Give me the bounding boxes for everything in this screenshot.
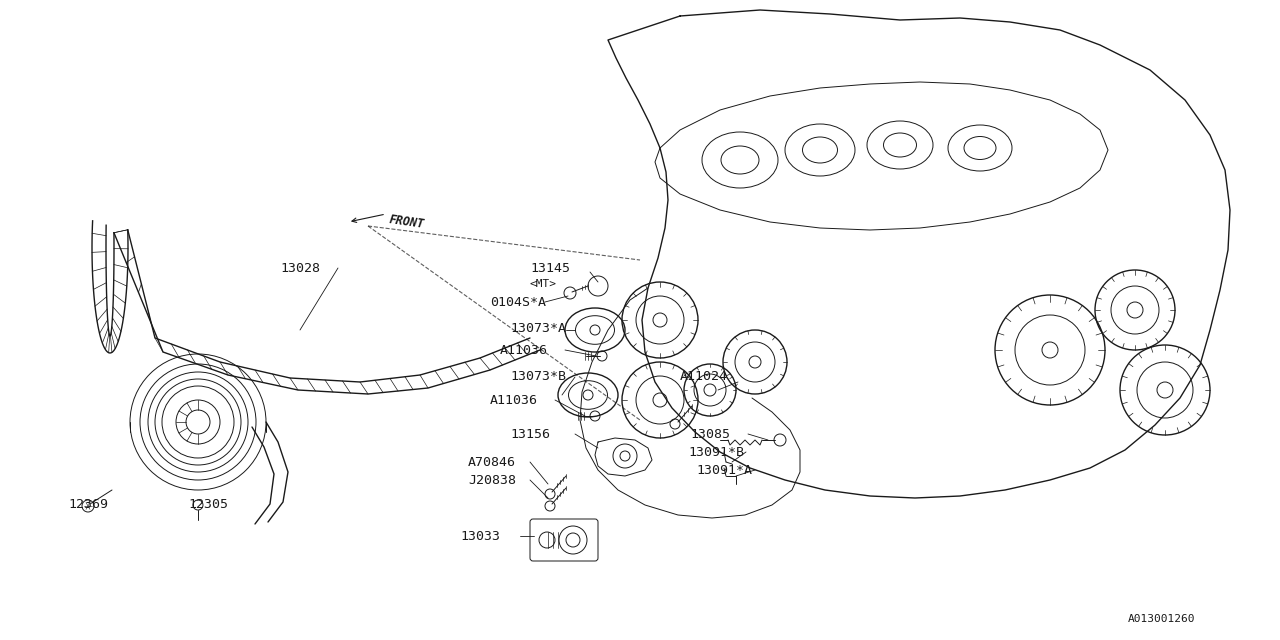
Text: 0104S*A: 0104S*A xyxy=(490,296,547,308)
Text: 12305: 12305 xyxy=(188,498,228,511)
Text: 13091*A: 13091*A xyxy=(696,463,753,477)
Text: A11036: A11036 xyxy=(490,394,538,406)
Text: FRONT: FRONT xyxy=(388,213,425,231)
Text: J20838: J20838 xyxy=(468,474,516,486)
Text: A11036: A11036 xyxy=(500,344,548,356)
Text: 12369: 12369 xyxy=(68,498,108,511)
Text: 13145: 13145 xyxy=(530,262,570,275)
Text: A11024: A11024 xyxy=(680,369,728,383)
Text: 13073*A: 13073*A xyxy=(509,321,566,335)
Text: 13085: 13085 xyxy=(690,428,730,440)
Text: 13091*B: 13091*B xyxy=(689,445,744,458)
Text: 13156: 13156 xyxy=(509,428,550,440)
Text: A013001260: A013001260 xyxy=(1128,614,1196,624)
Text: <MT>: <MT> xyxy=(530,279,557,289)
Text: 13033: 13033 xyxy=(460,529,500,543)
Text: A70846: A70846 xyxy=(468,456,516,468)
Text: 13028: 13028 xyxy=(280,262,320,275)
Text: 13073*B: 13073*B xyxy=(509,369,566,383)
